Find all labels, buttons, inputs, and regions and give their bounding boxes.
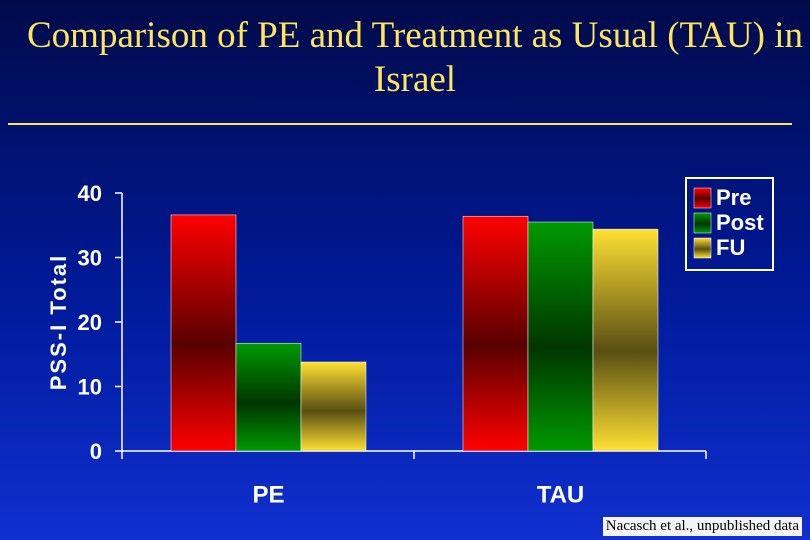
- y-tick-label: 30: [78, 245, 102, 270]
- legend-label: Pre: [716, 185, 751, 210]
- legend-box: [685, 177, 774, 271]
- legend-swatch: [693, 187, 712, 209]
- legend-label: Post: [716, 210, 764, 235]
- y-tick-label: 20: [78, 310, 102, 335]
- y-axis-label: PSS-I Total: [46, 254, 71, 391]
- annotation: Nacasch et al., unpublished data: [602, 517, 802, 536]
- bar: [170, 214, 237, 452]
- y-tick-label: 0: [90, 439, 102, 464]
- bar: [462, 215, 529, 452]
- chart-title: Comparison of PE and Treatment as Usual …: [26, 15, 803, 100]
- bar: [300, 361, 367, 452]
- bar: [527, 221, 594, 452]
- legend-swatch: [693, 212, 712, 234]
- legend-swatch: [693, 237, 712, 259]
- y-tick-label: 40: [78, 181, 102, 206]
- y-tick-label: 10: [78, 374, 102, 399]
- bar: [592, 228, 659, 452]
- x-tick-label: PE: [252, 481, 284, 508]
- x-tick-label: TAU: [537, 481, 585, 508]
- bar: [235, 343, 302, 452]
- legend-label: FU: [716, 235, 745, 260]
